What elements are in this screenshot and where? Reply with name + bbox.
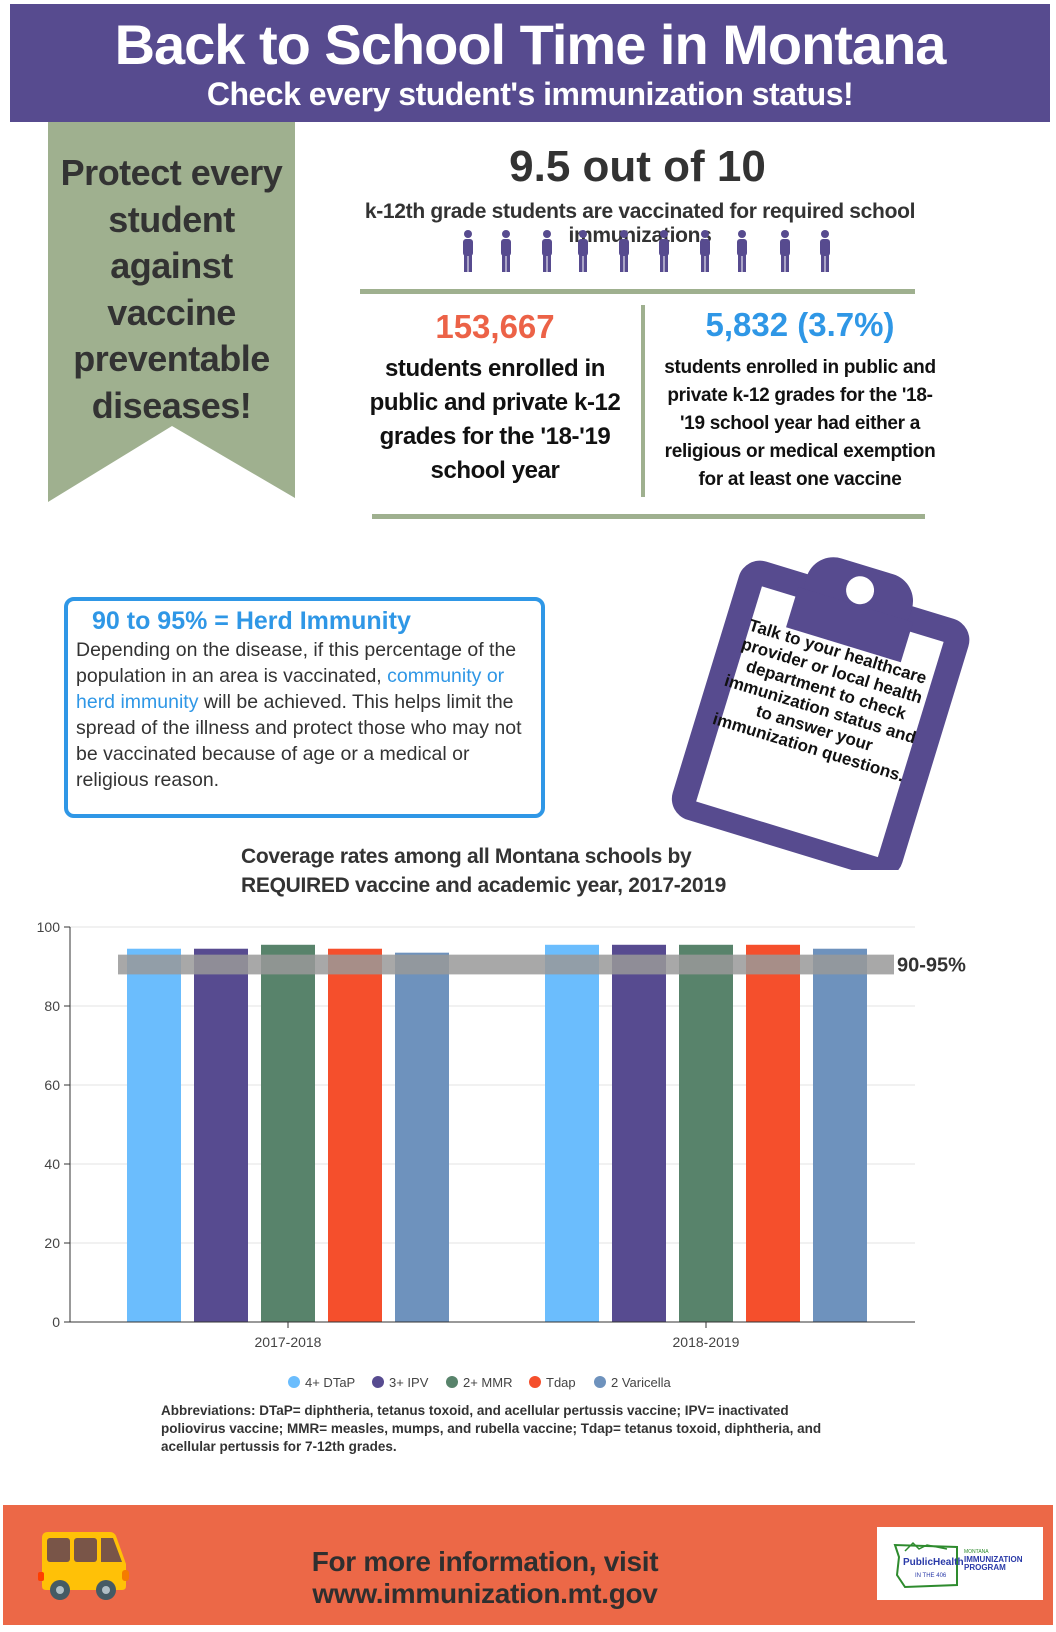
x-tick-label: 2018-2019 — [673, 1334, 740, 1350]
immunization-program-logo: PublicHealth IN THE 406 MONTANA IMMUNIZA… — [877, 1527, 1043, 1600]
text-line: for at least one vaccine — [698, 469, 902, 490]
bar-2-varicella-2017-2018 — [395, 952, 449, 1322]
ribbon-line: vaccine — [107, 291, 236, 333]
person-icon — [700, 230, 710, 272]
school-bus-icon — [38, 1532, 129, 1600]
ribbon-line: diseases! — [91, 384, 252, 426]
legend-item: 3+ IPV — [372, 1375, 429, 1390]
legend-swatch — [594, 1376, 606, 1388]
footer-link[interactable]: For more information, visit www.immuniza… — [311, 1546, 659, 1609]
person-icon — [463, 230, 473, 272]
vaccinated-ratio-description: k-12th grade students are vaccinated for… — [364, 200, 916, 247]
bar-4-dtap-2017-2018 — [127, 948, 181, 1322]
ribbon-line: preventable — [73, 338, 270, 379]
legend-swatch — [529, 1376, 541, 1388]
text-line: school year — [430, 457, 560, 484]
person-icon — [619, 230, 629, 272]
legend-label: Tdap — [546, 1375, 576, 1390]
clipboard-icon — [671, 557, 970, 870]
coverage-bar-chart: 0 20 40 60 80 100 90-95% 2017-2018 2018-2019 4+ D… — [37, 919, 967, 1390]
legend-swatch — [372, 1376, 384, 1388]
y-tick-label: 20 — [44, 1235, 60, 1251]
text-line: private k-12 grades for the '18- — [667, 385, 933, 406]
page-subtitle: Check every student's immunization statu… — [206, 76, 854, 112]
vertical-divider — [641, 305, 645, 497]
chart-title-line: Coverage rates among all Montana schools… — [241, 845, 692, 868]
logo-text: PROGRAM — [964, 1563, 1006, 1572]
text-line: '19 school year had either a — [679, 413, 921, 434]
ribbon-line: student — [108, 198, 235, 240]
text-line: students enrolled in public and — [664, 357, 936, 378]
text-line: grades for the '18-'19 — [379, 423, 611, 450]
y-tick-label: 100 — [37, 919, 61, 935]
herd-immunity-band — [118, 954, 894, 975]
bar-2-varicella-2018-2019 — [813, 948, 867, 1322]
person-icon — [737, 230, 747, 272]
text-line: students enrolled in — [384, 355, 606, 382]
legend-label: 4+ DTaP — [305, 1375, 355, 1390]
person-icon — [542, 230, 552, 272]
legend-label: 2+ MMR — [463, 1375, 512, 1390]
text-line: religious or medical exemption — [664, 441, 936, 462]
header-banner: Back to School Time in Montana Check eve… — [10, 4, 1050, 122]
logo-text: IN THE 406 — [915, 1573, 947, 1579]
y-tick-label: 40 — [44, 1156, 60, 1172]
y-tick-label: 0 — [52, 1314, 60, 1330]
legend-label: 3+ IPV — [389, 1375, 429, 1390]
bar-tdap-2018-2019 — [746, 944, 800, 1322]
x-tick-label: 2017-2018 — [255, 1334, 322, 1350]
divider-line — [372, 514, 925, 519]
logo-text: IMMUNIZATION — [964, 1555, 1023, 1564]
chart-title: Coverage rates among all Montana schools… — [241, 842, 726, 900]
person-icon — [820, 230, 830, 272]
bar-3-ipv-2018-2019 — [612, 944, 666, 1322]
bar-2-mmr-2017-2018 — [261, 944, 315, 1322]
bar-2-mmr-2018-2019 — [679, 944, 733, 1322]
enrolled-count: 153,667 — [435, 308, 555, 345]
highlight-text: community or herd immunity — [76, 665, 505, 713]
herd-immunity-title: 90 to 95% = Herd Immunity — [92, 607, 411, 635]
exemption-description: students enrolled in public and private … — [650, 354, 950, 494]
ribbon-banner — [48, 122, 295, 502]
person-icon — [659, 230, 669, 272]
ribbon-line: Protect every — [60, 152, 283, 193]
legend-label: 2 Varicella — [611, 1375, 672, 1390]
bar-3-ipv-2017-2018 — [194, 948, 248, 1322]
body-text: Depending on the disease, if this percen… — [76, 639, 517, 687]
logo-text: MONTANA — [964, 1549, 989, 1555]
herd-immunity-box: 90 to 95% = Herd Immunity Depending on t… — [64, 597, 545, 818]
legend-item: 2+ MMR — [446, 1375, 512, 1390]
text-line: public and private k-12 — [369, 389, 621, 416]
person-icon — [578, 230, 588, 272]
bar-4-dtap-2018-2019 — [545, 944, 599, 1322]
divider-line — [360, 289, 915, 294]
legend-item: Tdap — [529, 1375, 576, 1390]
y-tick-label: 60 — [44, 1077, 60, 1093]
person-icon — [501, 230, 511, 272]
exemption-count: 5,832 (3.7%) — [705, 306, 895, 343]
person-icon — [780, 230, 790, 272]
ribbon-text: Protect every student against vaccine pr… — [48, 150, 295, 429]
band-label: 90-95% — [897, 955, 966, 977]
people-icons — [463, 230, 830, 272]
chart-title-line: REQUIRED vaccine and academic year, 2017… — [241, 874, 726, 897]
page-title: Back to School Time in Montana — [114, 13, 947, 76]
legend-item: 4+ DTaP — [288, 1375, 355, 1390]
bar-tdap-2017-2018 — [328, 948, 382, 1322]
abbreviations-note: Abbreviations: DTaP= diphtheria, tetanus… — [161, 1403, 822, 1454]
body-text: will be achieved. This helps limit the s… — [76, 691, 522, 791]
herd-immunity-body: Depending on the disease, if this percen… — [76, 637, 533, 793]
legend-item: 2 Varicella — [594, 1375, 672, 1390]
legend-swatch — [288, 1376, 300, 1388]
enrolled-description: students enrolled in public and private … — [360, 352, 630, 488]
logo-text: PublicHealth — [903, 1557, 964, 1568]
legend-swatch — [446, 1376, 458, 1388]
y-tick-label: 80 — [44, 998, 60, 1014]
ribbon-line: against — [110, 245, 233, 286]
vaccinated-ratio: 9.5 out of 10 — [509, 142, 766, 191]
